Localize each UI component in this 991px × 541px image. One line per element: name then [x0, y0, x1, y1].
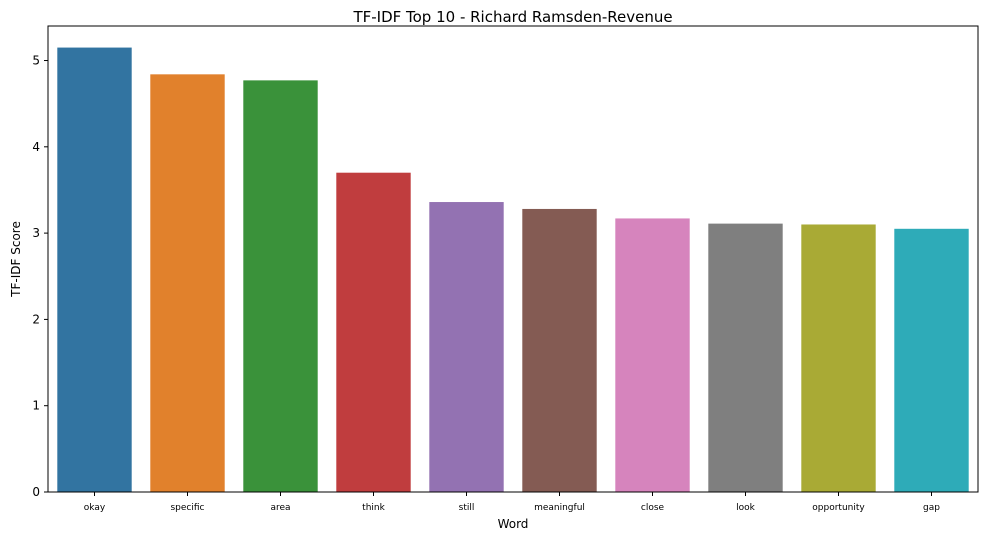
x-tick-label: think [362, 503, 385, 513]
axes-frame [47, 25, 979, 493]
bar-area [243, 80, 318, 493]
y-tick-label: 4 [32, 140, 40, 154]
bar-specific [150, 74, 225, 492]
x-tick-label: specific [170, 503, 204, 513]
y-tick-label: 3 [32, 226, 40, 240]
y-tick-label: 2 [32, 312, 40, 326]
bar-okay [57, 47, 132, 492]
y-axis-label: TF-IDF Score [9, 221, 23, 298]
bar-meaningful [522, 208, 597, 492]
x-tick-label: meaningful [534, 503, 585, 513]
x-tick-label: okay [84, 503, 106, 513]
y-tick-label: 0 [32, 485, 40, 499]
x-tick-label: close [641, 503, 665, 513]
bars-group [57, 47, 969, 493]
bar-still [429, 202, 504, 493]
bar-look [708, 223, 783, 492]
bar-close [615, 218, 690, 492]
y-tick-label: 1 [32, 399, 40, 413]
x-axis-ticks: okay specific area think still meaningful clos… [84, 492, 940, 513]
chart-title: TF-IDF Top 10 - Richard Ramsden-Revenue [352, 8, 672, 26]
x-tick-label: opportunity [812, 503, 865, 513]
x-axis-label: Word [498, 517, 529, 531]
y-tick-label: 5 [32, 54, 40, 68]
x-tick-label: gap [923, 503, 940, 513]
bar-think [336, 172, 411, 492]
y-axis-ticks: 0 1 2 3 4 5 [32, 54, 48, 499]
bar-opportunity [801, 224, 876, 493]
x-tick-label: area [270, 503, 290, 513]
bar-gap [894, 228, 969, 493]
x-tick-label: still [459, 503, 475, 513]
x-tick-label: look [736, 503, 756, 513]
